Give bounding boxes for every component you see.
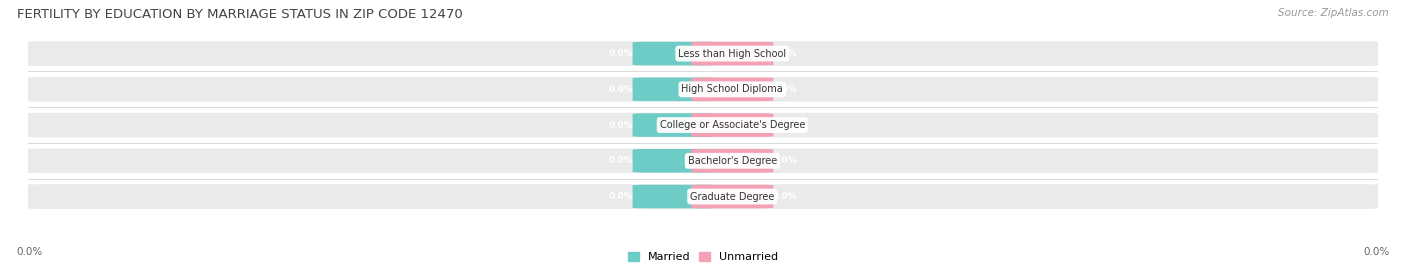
- Text: 0.0%: 0.0%: [17, 247, 44, 257]
- FancyBboxPatch shape: [692, 77, 773, 101]
- FancyBboxPatch shape: [22, 77, 1384, 102]
- FancyBboxPatch shape: [633, 185, 714, 208]
- Text: College or Associate's Degree: College or Associate's Degree: [659, 120, 806, 130]
- Text: 0.0%: 0.0%: [609, 49, 633, 58]
- Text: 0.0%: 0.0%: [1362, 247, 1389, 257]
- Text: Source: ZipAtlas.com: Source: ZipAtlas.com: [1278, 8, 1389, 18]
- FancyBboxPatch shape: [633, 149, 714, 173]
- Text: 0.0%: 0.0%: [773, 156, 797, 165]
- Text: 0.0%: 0.0%: [609, 85, 633, 94]
- Text: Graduate Degree: Graduate Degree: [690, 192, 775, 202]
- FancyBboxPatch shape: [22, 41, 1384, 66]
- Text: 0.0%: 0.0%: [609, 156, 633, 165]
- FancyBboxPatch shape: [22, 184, 1384, 209]
- Text: FERTILITY BY EDUCATION BY MARRIAGE STATUS IN ZIP CODE 12470: FERTILITY BY EDUCATION BY MARRIAGE STATU…: [17, 8, 463, 21]
- FancyBboxPatch shape: [633, 77, 714, 101]
- Text: 0.0%: 0.0%: [773, 192, 797, 201]
- Text: Bachelor's Degree: Bachelor's Degree: [688, 156, 778, 166]
- FancyBboxPatch shape: [22, 113, 1384, 137]
- Text: 0.0%: 0.0%: [609, 192, 633, 201]
- Text: 0.0%: 0.0%: [773, 121, 797, 129]
- FancyBboxPatch shape: [633, 42, 714, 65]
- FancyBboxPatch shape: [633, 113, 714, 137]
- FancyBboxPatch shape: [692, 113, 773, 137]
- Text: High School Diploma: High School Diploma: [682, 84, 783, 94]
- Text: 0.0%: 0.0%: [773, 85, 797, 94]
- FancyBboxPatch shape: [692, 42, 773, 65]
- FancyBboxPatch shape: [692, 185, 773, 208]
- FancyBboxPatch shape: [22, 148, 1384, 173]
- Legend: Married, Unmarried: Married, Unmarried: [627, 252, 779, 262]
- Text: 0.0%: 0.0%: [773, 49, 797, 58]
- FancyBboxPatch shape: [692, 149, 773, 173]
- Text: 0.0%: 0.0%: [609, 121, 633, 129]
- Text: Less than High School: Less than High School: [678, 49, 786, 59]
